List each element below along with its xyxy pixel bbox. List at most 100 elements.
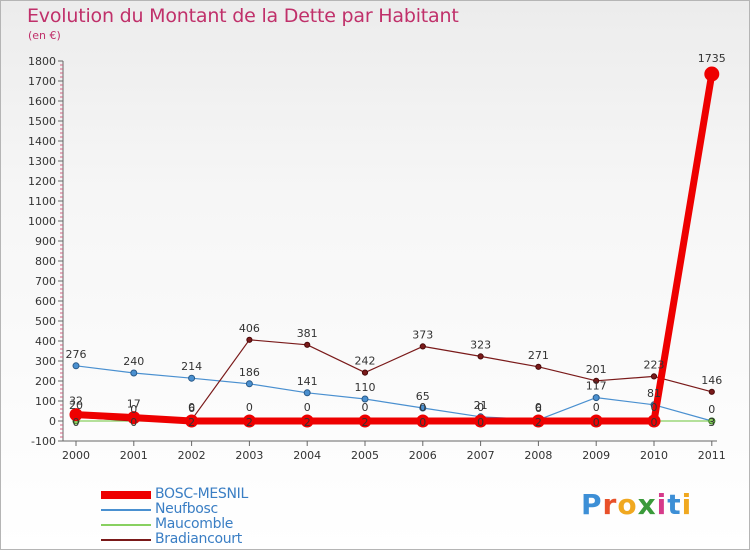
data-label: 0 xyxy=(362,401,369,414)
series-line xyxy=(75,339,712,422)
data-point xyxy=(358,414,372,428)
data-label: 6 xyxy=(535,402,542,415)
data-point xyxy=(361,369,369,376)
legend-item: Neufbosc xyxy=(101,501,341,517)
legend-label: Bradiancourt xyxy=(155,531,242,547)
x-tick-label: 2003 xyxy=(235,449,263,462)
data-point xyxy=(593,377,600,384)
chart-unit: (en €) xyxy=(28,29,61,42)
data-label: 21 xyxy=(474,399,488,412)
data-label: 0 xyxy=(73,416,80,429)
legend-item: BOSC-MESNIL xyxy=(101,486,341,502)
data-point xyxy=(474,414,488,428)
logo-letter: i xyxy=(656,488,668,521)
data-label: 2 xyxy=(304,416,311,429)
data-label: 0 xyxy=(130,416,137,429)
y-tick-label: 500 xyxy=(35,315,56,328)
data-point xyxy=(69,408,83,422)
chart-series xyxy=(69,66,720,428)
x-tick-label: 2008 xyxy=(524,449,552,462)
data-point xyxy=(361,395,369,403)
data-label: 0 xyxy=(651,401,658,414)
y-tick-label: -100 xyxy=(31,435,56,448)
data-label: 81 xyxy=(647,387,661,400)
data-label: 0 xyxy=(535,401,542,414)
x-tick-label: 2000 xyxy=(62,449,90,462)
data-label: 110 xyxy=(355,381,376,394)
logo-letter: P xyxy=(581,488,603,521)
x-tick-label: 2001 xyxy=(120,449,148,462)
legend-label: Neufbosc xyxy=(155,501,218,517)
logo-letter: o xyxy=(617,488,638,521)
data-point xyxy=(592,394,600,402)
y-tick-label: 1100 xyxy=(28,195,56,208)
data-label: 146 xyxy=(701,374,722,387)
x-tick-label: 2009 xyxy=(582,449,610,462)
data-point xyxy=(419,404,427,412)
y-tick-label: 1500 xyxy=(28,115,56,128)
data-point xyxy=(708,388,715,395)
legend-label: Maucomble xyxy=(155,516,234,532)
data-label: 0 xyxy=(477,401,484,414)
data-point xyxy=(242,414,256,428)
data-label: 20 xyxy=(69,399,83,412)
data-point xyxy=(303,389,311,397)
x-tick-label: 2004 xyxy=(293,449,321,462)
y-tick-label: 400 xyxy=(35,335,56,348)
series-line xyxy=(75,73,716,425)
logo-letter: t xyxy=(667,488,682,521)
data-point xyxy=(704,66,720,82)
data-label: 0 xyxy=(708,403,715,416)
x-tick-label: 2011 xyxy=(698,449,726,462)
y-tick-label: 1700 xyxy=(28,75,56,88)
x-tick-label: 2007 xyxy=(467,449,495,462)
data-label: 0 xyxy=(419,401,426,414)
data-label: 186 xyxy=(239,366,260,379)
x-tick-label: 2002 xyxy=(178,449,206,462)
data-label: 0 xyxy=(188,401,195,414)
chart-axes: -100010020030040050060070080090010001100… xyxy=(28,55,726,462)
data-label: 0 xyxy=(130,403,137,416)
data-point xyxy=(304,341,311,348)
data-label: 2 xyxy=(362,416,369,429)
data-point xyxy=(535,363,542,370)
data-label: 65 xyxy=(416,390,430,403)
y-tick-label: 1400 xyxy=(28,135,56,148)
data-point xyxy=(185,414,199,428)
x-tick-label: 2006 xyxy=(409,449,437,462)
data-label: 117 xyxy=(586,380,607,393)
x-tick-label: 2005 xyxy=(351,449,379,462)
y-tick-label: 200 xyxy=(35,375,56,388)
data-label: 6 xyxy=(188,402,195,415)
series-line xyxy=(75,365,712,422)
data-label: 271 xyxy=(528,349,549,362)
data-label: 0 xyxy=(304,401,311,414)
data-label: 276 xyxy=(66,348,87,361)
data-label: 2 xyxy=(246,416,253,429)
data-label: 0 xyxy=(651,416,658,429)
legend-item: Maucomble xyxy=(101,516,341,532)
logo-letter: i xyxy=(681,488,693,521)
data-point xyxy=(127,411,141,425)
legend-swatch xyxy=(101,491,151,499)
data-label: 1735 xyxy=(698,52,726,65)
data-label: 406 xyxy=(239,322,260,335)
y-tick-label: 1600 xyxy=(28,95,56,108)
data-point xyxy=(246,336,253,343)
data-label: 214 xyxy=(181,360,202,373)
y-tick-label: 900 xyxy=(35,235,56,248)
y-tick-label: 1200 xyxy=(28,175,56,188)
data-label: 223 xyxy=(644,358,665,371)
data-label: 0 xyxy=(246,401,253,414)
data-point xyxy=(531,414,545,428)
data-label: 0 xyxy=(477,416,484,429)
data-point xyxy=(419,343,426,350)
data-label: 0 xyxy=(593,401,600,414)
data-label: 2 xyxy=(188,416,195,429)
y-tick-label: 100 xyxy=(35,395,56,408)
legend-item: Bradiancourt xyxy=(101,531,341,547)
data-label: 3 xyxy=(708,416,715,429)
